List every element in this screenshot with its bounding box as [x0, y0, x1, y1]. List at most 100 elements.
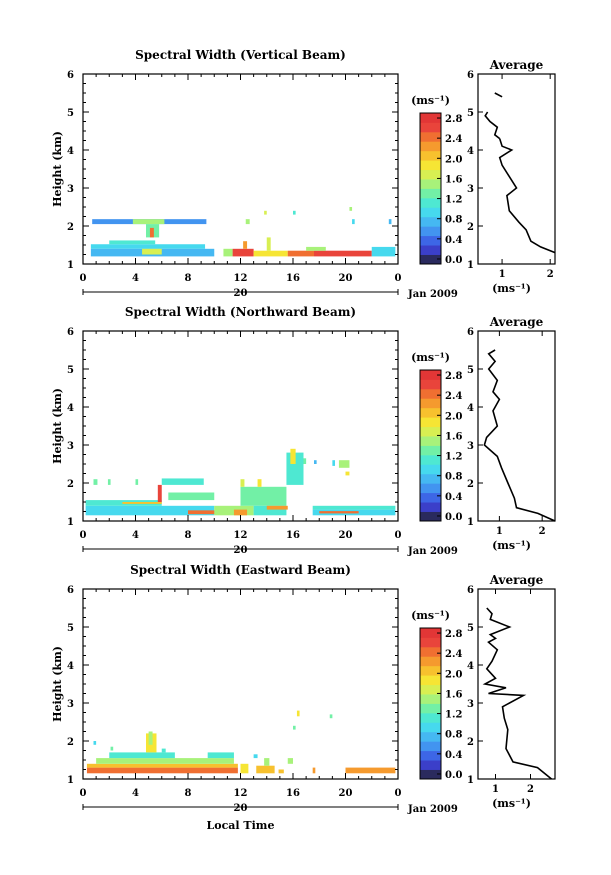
colorbar-swatch [420, 388, 441, 399]
colorbar-tick-label: 2.8 [445, 114, 462, 125]
average-y-tick-label: 5 [467, 365, 474, 376]
colorbar-swatch [420, 160, 441, 171]
heatmap-cell [319, 511, 359, 514]
colorbar-tick-label: 2.0 [445, 411, 462, 422]
colorbar-swatch [420, 131, 441, 142]
colorbar-swatch [420, 226, 441, 237]
day-label: 20 [234, 803, 248, 814]
average-y-tick-label: 1 [467, 517, 474, 528]
colorbar-frame [419, 112, 442, 265]
heatmap-cell [332, 460, 335, 466]
colorbar-swatch [420, 141, 441, 152]
heatmap-cell [132, 219, 165, 225]
heatmap-cell [264, 758, 270, 766]
colorbar-frame [419, 627, 442, 780]
heatmap-cell [290, 448, 296, 464]
average-profile-line [494, 92, 503, 98]
heatmap-cell [233, 509, 248, 516]
heatmap-cell [86, 767, 238, 774]
colorbar-swatch [420, 675, 441, 686]
heatmap-cell [312, 767, 316, 774]
colorbar-swatch [420, 483, 441, 494]
heatmap-cell [306, 246, 326, 251]
colorbar-tick-label: 0.4 [445, 750, 462, 761]
panel-title: Spectral Width (Eastward Beam) [130, 563, 351, 577]
average-y-tick-label: 2 [467, 479, 474, 490]
colorbar-swatch [420, 502, 441, 512]
colorbar-swatch [420, 646, 441, 657]
x-tick-label: 16 [286, 788, 300, 799]
x-tick-label: 12 [234, 530, 248, 541]
y-tick-label: 1 [67, 517, 74, 528]
colorbar-unit: (ms⁻¹) [411, 351, 450, 364]
average-y-tick-label: 1 [467, 775, 474, 786]
heatmap-cells [85, 448, 396, 516]
y-axis-label: Height (km) [51, 131, 64, 207]
x-tick-label: 20 [339, 788, 353, 799]
y-tick-label: 4 [67, 661, 74, 672]
x-tick-label: 0 [395, 788, 402, 799]
heatmap-cell [93, 479, 98, 485]
heatmap-cell [278, 769, 284, 774]
colorbar-tick-label: 0.0 [445, 255, 462, 266]
average-y-tick-label: 4 [467, 146, 474, 157]
heatmap-cell [149, 227, 154, 238]
colorbar-swatch [420, 188, 441, 199]
colorbar-tick-label: 0.0 [445, 512, 462, 523]
colorbar-swatch [420, 245, 441, 255]
average-x-tick-label: 1 [492, 784, 499, 795]
colorbar-swatch [420, 464, 441, 475]
colorbar-swatch [420, 207, 441, 218]
y-axis-label: Height (km) [51, 646, 64, 722]
heatmap-cell [303, 458, 307, 464]
panel-title: Spectral Width (Northward Beam) [125, 305, 356, 319]
y-tick-label: 3 [67, 441, 74, 452]
heatmap-cell [257, 479, 262, 487]
plot-frame [82, 588, 399, 780]
average-y-tick-label: 3 [467, 184, 474, 195]
average-y-tick-label: 4 [467, 661, 474, 672]
heatmap-cell [109, 752, 175, 759]
heatmap-cell [207, 752, 234, 759]
colorbar-swatch [420, 398, 441, 409]
heatmap-cell [86, 763, 238, 768]
panel-2: Spectral Width (Northward Beam)0 4 8 12 16 20… [51, 305, 556, 557]
colorbar-swatch [420, 656, 441, 667]
average-profile-line [483, 349, 556, 522]
colorbar-tick-label: 1.6 [445, 174, 462, 185]
heatmap-cell [161, 478, 204, 485]
heatmap-cell [122, 502, 162, 504]
colorbar-unit: (ms⁻¹) [411, 609, 450, 622]
date-label: Jan 2009 [407, 804, 458, 815]
x-tick-label: 12 [234, 273, 248, 284]
heatmap-cell [345, 767, 396, 774]
x-tick-label: 0 [80, 530, 87, 541]
colorbar-swatch [420, 750, 441, 761]
colorbar-swatch [420, 684, 441, 695]
x-tick-label: 12 [234, 788, 248, 799]
heatmap-cell [253, 505, 287, 516]
colorbar-swatch [420, 703, 441, 714]
average-unit: (ms⁻¹) [492, 282, 531, 295]
panel-3: Spectral Width (Eastward Beam)0 4 8 12 16 20 0… [51, 563, 556, 832]
colorbar-tick-label: 2.4 [445, 649, 462, 660]
average-x-tick-label: 2 [547, 269, 554, 280]
heatmap-cell [352, 219, 355, 225]
average-title: Average [489, 58, 544, 72]
colorbar-tick-label: 2.8 [445, 629, 462, 640]
y-tick-label: 2 [67, 479, 74, 490]
average-x-tick-label: 2 [527, 784, 534, 795]
colorbar-swatch [420, 731, 441, 742]
heatmap-cell [90, 244, 206, 249]
y-tick-label: 5 [67, 623, 74, 634]
average-unit: (ms⁻¹) [492, 797, 531, 810]
colorbar-tick-label: 1.2 [445, 195, 462, 206]
heatmap-cell [312, 505, 396, 510]
x-tick-label: 0 [80, 788, 87, 799]
colorbar-swatch [420, 454, 441, 465]
y-tick-label: 5 [67, 365, 74, 376]
colorbar-swatch [420, 436, 441, 446]
average-y-tick-label: 5 [467, 623, 474, 634]
colorbar-swatch [420, 769, 441, 780]
